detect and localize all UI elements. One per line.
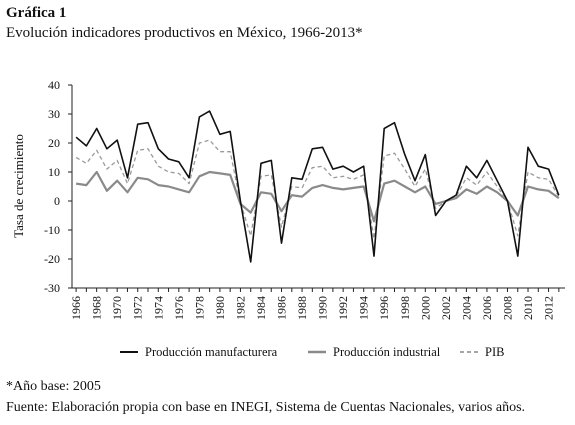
x-tick-label: 1986 [275,296,289,320]
x-tick-label: 1998 [398,296,412,320]
x-tick-label: 2008 [500,296,514,320]
x-tick-label: 1996 [377,296,391,320]
x-tick-label: 1994 [357,296,371,320]
x-tick-label: 1972 [131,296,145,320]
y-tick-label: 0 [54,194,60,208]
series-lines [75,110,560,263]
x-tick-label: 1978 [192,296,206,320]
x-tick-label: 1974 [151,296,165,320]
y-tick-label: 10 [48,165,60,179]
chart-subtitle: Evolución indicadores productivos en Méx… [6,25,363,41]
x-tick-label: 2006 [480,296,494,320]
x-tick-label: 1968 [90,296,104,320]
x-tick-label: 2000 [418,296,432,320]
legend-label: PIB [485,345,504,359]
y-tick-label: 30 [48,107,60,121]
x-tick-label: 1988 [295,296,309,320]
base-year-note: *Año base: 2005 [6,379,101,394]
y-tick-label: 40 [48,78,60,92]
x-tick-label: 1990 [316,296,330,320]
y-tick-label: -10 [44,223,60,237]
x-tick-label: 2010 [521,296,535,320]
legend-label: Producción manufacturera [145,345,278,359]
figure-label: Gráfica 1 [6,5,67,21]
x-tick-label: 1992 [336,296,350,320]
x-tick-label: 2012 [542,296,556,320]
y-tick-label: 20 [48,136,60,150]
x-tick-label: 1980 [213,296,227,320]
x-tick-label: 1970 [110,296,124,320]
y-axis-label: Tasa de crecimiento [11,134,26,238]
series-pib [75,139,560,240]
legend-label: Producción industrial [333,345,441,359]
series-industrial [75,170,560,223]
x-tick-label: 1982 [233,296,247,320]
chart-axes: -30 -20 -10 0 10 20 30 40 1966 1968 1970 1972 1974 19… [44,78,565,320]
x-tick-label: 2004 [459,296,473,320]
line-chart: Tasa de crecimiento -30 -20 -10 0 10 20 30 40 19… [11,78,565,359]
chart-legend: Producción manufacturera Producción indus… [120,345,504,359]
series-manufacturera [75,110,560,263]
y-tick-label: -20 [44,252,60,266]
x-tick-label: 1966 [69,296,83,320]
x-tick-label: 2002 [439,296,453,320]
x-tick-label: 1984 [254,296,268,320]
source-note: Fuente: Elaboración propia con base en I… [6,400,526,415]
x-tick-label: 1976 [172,296,186,320]
y-tick-label: -30 [44,281,60,295]
